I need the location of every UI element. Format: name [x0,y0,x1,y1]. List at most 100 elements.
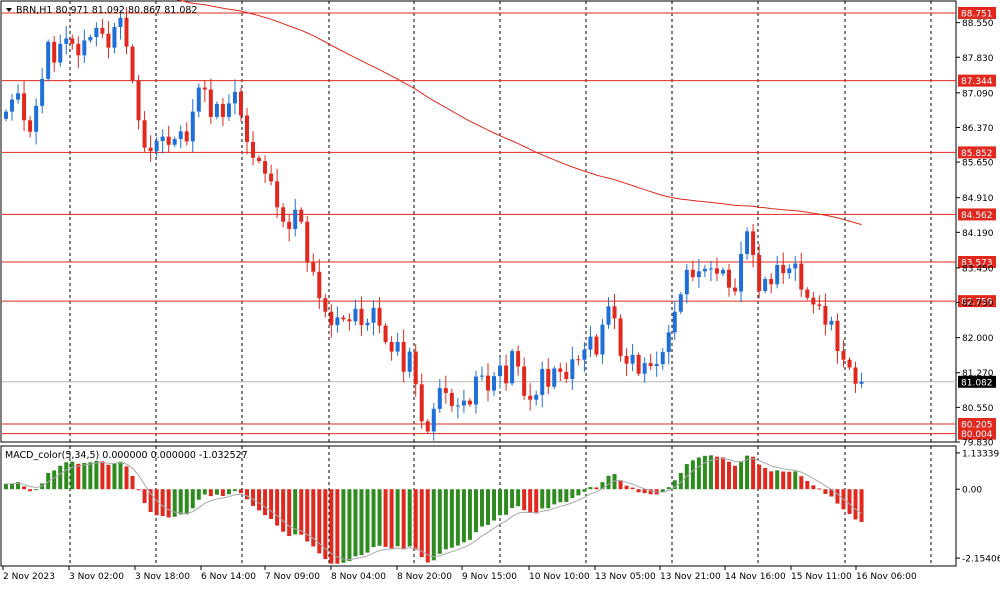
macd-tick-label: 1.13339 [962,449,999,459]
macd-bar [154,489,159,516]
candle-body [142,120,147,148]
candle-body [769,278,774,285]
price-line-label-box [958,255,996,268]
macd-bar [600,482,605,490]
price-tick-label: 79.830 [962,439,994,449]
macd-bar [269,489,274,519]
macd-bar [859,489,864,522]
candle-body [672,311,677,333]
price-tick-label: 82.000 [962,334,994,344]
price-line-label: 88.751 [961,9,993,19]
macd-bar [835,489,840,504]
candle-body [208,89,213,117]
macd-bar [534,489,539,514]
macd-bar [630,487,635,490]
candle-body [498,365,503,377]
candle-body [805,289,810,298]
macd-bar [510,489,515,509]
candle-body [546,368,551,387]
price-tick-label: 83.450 [962,264,994,274]
candle-body [841,351,846,360]
candle-body [112,26,117,48]
price-tick-label: 87.090 [962,89,994,99]
macd-bar [564,489,569,503]
candle-body [214,103,219,117]
grid-lines [69,1,932,566]
candle-body [58,43,63,63]
candle-body [136,80,141,121]
candle-body [371,307,376,323]
candle-body [702,268,707,272]
candle-body [522,366,527,396]
macd-bar [257,489,262,511]
candle-body [696,271,701,278]
macd-bar [570,489,575,498]
price-line-label: 80.004 [961,430,993,440]
price-tick-label: 88.550 [962,19,994,29]
macd-bar [245,489,249,500]
macd-bar [305,489,310,542]
candle-body [178,131,183,140]
macd-bar [775,470,780,490]
macd-bar [552,489,557,505]
macd-bar [540,489,545,509]
time-tick-label: 3 Nov 18:00 [135,572,190,582]
candle-body [612,306,617,319]
candle-body [34,105,39,132]
candle-body [293,209,298,229]
candle-body [853,367,858,384]
candle-body [166,136,171,145]
time-tick-label: 6 Nov 14:00 [201,572,256,582]
macd-bar [431,489,436,561]
candle-body [630,354,635,364]
macd-tick-label: -2.15406 [962,555,1000,565]
macd-bar [136,489,141,491]
time-tick-label: 3 Nov 02:00 [69,572,124,582]
macd-bar [733,465,738,490]
price-line-label: 82.759 [961,298,993,308]
price-tick-label: 87.830 [962,54,994,64]
macd-bar [323,489,328,559]
candle-body [660,352,665,365]
candle-body [588,336,593,350]
candle-body [275,181,280,208]
candle-body [431,408,436,432]
candle-body [88,37,93,41]
candle-body [558,368,563,372]
macd-bar [486,489,490,525]
macd-bar [648,489,653,495]
candle-body [817,304,822,306]
price-line-label-box [958,6,996,19]
macd-bar [594,487,599,490]
time-tick-label: 14 Nov 16:00 [725,572,786,582]
symbol-dropdown-icon[interactable] [6,8,12,12]
macd-bar [618,480,623,490]
candle-body [473,376,478,405]
price-axis: 88.550 87.830 87.090 86.370 85.650 84.910 84.1… [956,19,1000,565]
candle-body [461,400,466,406]
macd-bar [660,489,665,493]
macd-bar [335,489,340,564]
candle-body [678,294,683,312]
macd-bar [112,463,117,490]
candle-body [4,111,8,119]
macd-bar [190,489,195,509]
macd-bar [853,489,858,520]
macd-bar [287,489,292,537]
price-tick-label: 80.550 [962,404,994,414]
candle-body [648,363,653,367]
time-tick-label: 2 Nov 2023 [3,572,55,582]
macd-bar [46,472,51,490]
macd-bar [365,489,370,553]
macd-bar [64,462,69,490]
macd-signal-line [5,458,862,561]
candle-body [269,173,274,182]
macd-bar [347,489,352,562]
candle-body [401,341,406,372]
candle-body [10,99,15,112]
candle-body [22,93,27,121]
price-line-label-box [958,74,996,87]
candle-body [733,287,738,292]
macd-bar [473,489,478,533]
macd-bar [395,489,400,547]
